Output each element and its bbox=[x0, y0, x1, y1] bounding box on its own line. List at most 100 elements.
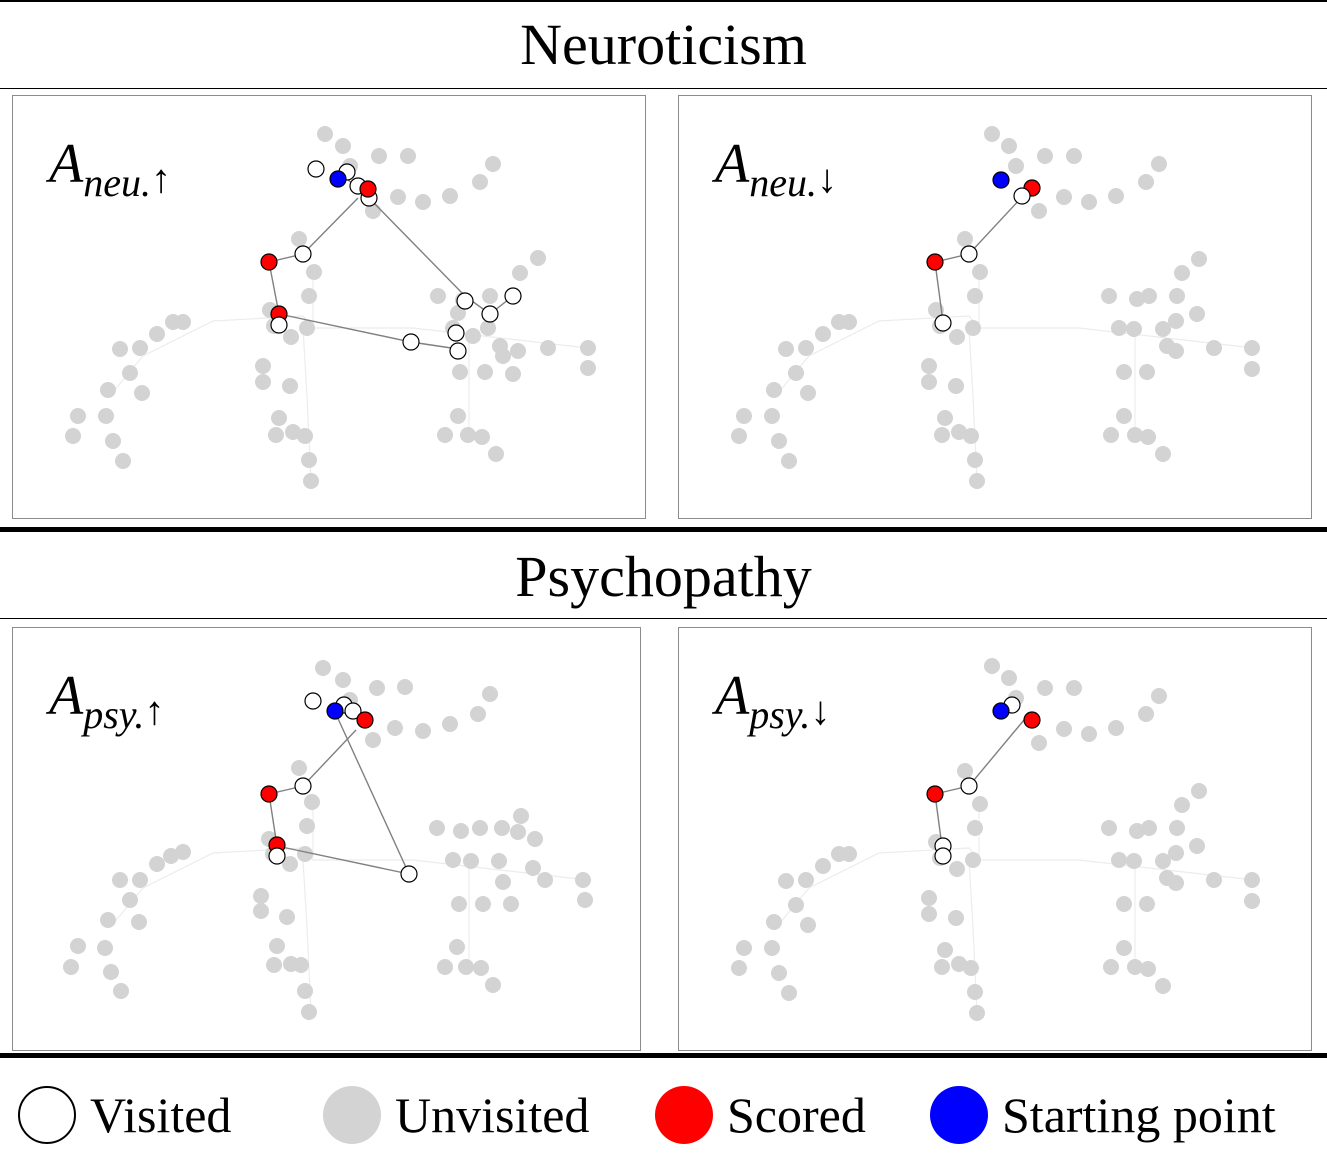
unvisited-node bbox=[449, 939, 465, 955]
unvisited-node bbox=[1206, 872, 1222, 888]
unvisited-node bbox=[781, 985, 797, 1001]
unvisited-node bbox=[965, 320, 981, 336]
unvisited-node bbox=[301, 288, 317, 304]
unvisited-node bbox=[984, 126, 1000, 142]
unvisited-node bbox=[317, 126, 333, 142]
unvisited-node bbox=[963, 428, 979, 444]
unvisited-node bbox=[764, 940, 780, 956]
visited-node bbox=[504, 287, 522, 305]
unvisited-node bbox=[967, 288, 983, 304]
unvisited-node bbox=[575, 872, 591, 888]
unvisited-node bbox=[458, 959, 474, 975]
unvisited-node bbox=[577, 892, 593, 908]
unvisited-node bbox=[1101, 288, 1117, 304]
unvisited-node bbox=[969, 473, 985, 489]
unvisited-node bbox=[271, 410, 287, 426]
unvisited-node bbox=[266, 957, 282, 973]
unvisited-node bbox=[1244, 340, 1260, 356]
unvisited-node bbox=[731, 428, 747, 444]
unvisited-node bbox=[957, 763, 973, 779]
visited-node bbox=[456, 292, 474, 310]
unvisited-node bbox=[473, 960, 489, 976]
unvisited-node bbox=[494, 820, 510, 836]
unvisited-node bbox=[736, 940, 752, 956]
path-edge bbox=[934, 719, 1025, 795]
unvisited-node bbox=[934, 959, 950, 975]
unvisited-node bbox=[1116, 408, 1132, 424]
unvisited-node bbox=[335, 138, 351, 154]
unvisited-node bbox=[1139, 896, 1155, 912]
unvisited-node bbox=[303, 473, 319, 489]
unvisited-node bbox=[771, 965, 787, 981]
section-divider bbox=[0, 527, 1327, 532]
unvisited-node bbox=[1244, 893, 1260, 909]
unvisited-node bbox=[527, 831, 543, 847]
path-edge bbox=[268, 197, 359, 263]
unvisited-node bbox=[415, 723, 431, 739]
unvisited-node bbox=[937, 942, 953, 958]
unvisited-node bbox=[1155, 853, 1171, 869]
unvisited-node bbox=[70, 938, 86, 954]
unvisited-node bbox=[415, 194, 431, 210]
unvisited-node bbox=[778, 341, 794, 357]
unvisited-node bbox=[442, 716, 458, 732]
unvisited-node bbox=[1168, 845, 1184, 861]
unvisited-node bbox=[470, 706, 486, 722]
legend-label-scored: Scored bbox=[727, 1087, 866, 1143]
unvisited-node bbox=[430, 288, 446, 304]
unvisited-node bbox=[1140, 429, 1156, 445]
unvisited-node bbox=[540, 340, 556, 356]
unvisited-node bbox=[463, 853, 479, 869]
unvisited-node bbox=[253, 903, 269, 919]
unvisited-node bbox=[451, 896, 467, 912]
unvisited-node bbox=[1108, 188, 1124, 204]
unvisited-node bbox=[429, 820, 445, 836]
unvisited-node bbox=[1174, 265, 1190, 281]
unvisited-node bbox=[1031, 203, 1047, 219]
unvisited-node bbox=[115, 453, 131, 469]
unvisited-node bbox=[580, 360, 596, 376]
unvisited-node bbox=[1129, 291, 1145, 307]
bottom-divider bbox=[0, 1053, 1327, 1058]
scored-node bbox=[1023, 711, 1041, 729]
starting-point-node bbox=[329, 170, 347, 188]
visited-node bbox=[294, 245, 312, 263]
unvisited-node bbox=[268, 427, 284, 443]
unvisited-node bbox=[1111, 852, 1127, 868]
unvisited-node bbox=[963, 960, 979, 976]
unvisited-node bbox=[972, 264, 988, 280]
unvisited-node bbox=[1103, 427, 1119, 443]
unvisited-node bbox=[1168, 313, 1184, 329]
unvisited-node bbox=[253, 888, 269, 904]
unvisited-node bbox=[1037, 148, 1053, 164]
unvisited-node bbox=[301, 1004, 317, 1020]
unvisited-node bbox=[1129, 823, 1145, 839]
unvisited-node bbox=[771, 433, 787, 449]
scored-node bbox=[260, 253, 278, 271]
unvisited-node bbox=[510, 343, 526, 359]
unvisited-node bbox=[255, 374, 271, 390]
unvisited-node bbox=[297, 846, 313, 862]
unvisited-node bbox=[928, 302, 944, 318]
unvisited-node bbox=[815, 326, 831, 342]
unvisited-node bbox=[781, 453, 797, 469]
unvisited-node bbox=[482, 288, 498, 304]
unvisited-node bbox=[1168, 875, 1184, 891]
scored-dot-icon bbox=[655, 1086, 713, 1144]
unvisited-node bbox=[1081, 194, 1097, 210]
label-main: A bbox=[715, 665, 750, 727]
graph-psy-up bbox=[63, 660, 593, 1020]
unvisited-node bbox=[103, 964, 119, 980]
scored-node bbox=[356, 711, 374, 729]
unvisited-node bbox=[1066, 148, 1082, 164]
unvisited-node bbox=[1244, 872, 1260, 888]
unvisited-node bbox=[1103, 959, 1119, 975]
visited-node bbox=[481, 305, 499, 323]
unvisited-node bbox=[530, 250, 546, 266]
visited-node bbox=[402, 333, 420, 351]
unvisited-node bbox=[1169, 820, 1185, 836]
unvisited-node bbox=[100, 382, 116, 398]
unvisited-node bbox=[163, 848, 179, 864]
unvisited-node bbox=[63, 959, 79, 975]
visited-node bbox=[400, 865, 418, 883]
